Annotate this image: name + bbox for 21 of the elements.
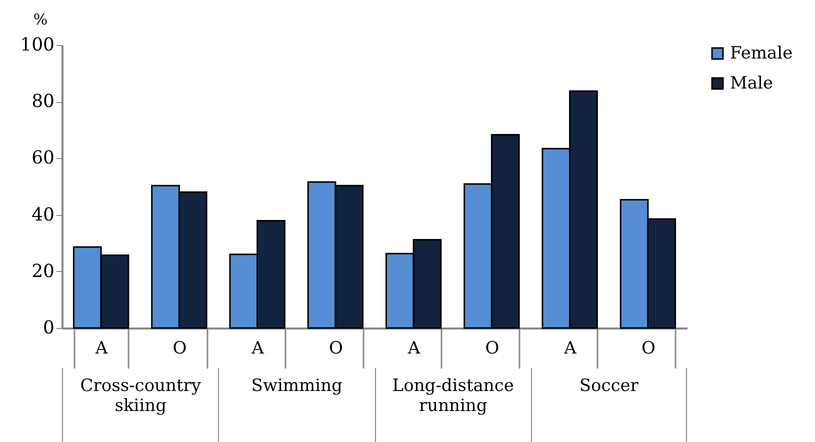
text: Cross-country skiing: [62, 368, 218, 442]
x-tick-label: O: [641, 338, 656, 358]
x-tick-label: O: [172, 338, 187, 358]
x-tick-label: A: [563, 338, 578, 358]
y-tick-label: 40: [32, 204, 54, 226]
x-tick-label: A: [94, 338, 108, 358]
y-tick-label: 100: [20, 34, 54, 56]
x-tick-label: A: [406, 338, 421, 358]
legend-label: Male: [730, 74, 774, 94]
y-tick-label: 20: [32, 260, 54, 282]
y-tick-label: 80: [32, 91, 54, 112]
y-axis-title: %: [33, 10, 48, 28]
x-tick-label: O: [328, 338, 343, 358]
text: Soccer: [530, 368, 687, 442]
x-tick-label: O: [485, 338, 500, 358]
text: Long-distance running: [374, 368, 531, 442]
x-tick-label: A: [250, 338, 265, 358]
y-tick-label: 0: [43, 318, 54, 338]
legend-label: Female: [730, 44, 793, 64]
text: Swimming: [218, 368, 374, 442]
y-tick-label: 60: [32, 148, 54, 169]
